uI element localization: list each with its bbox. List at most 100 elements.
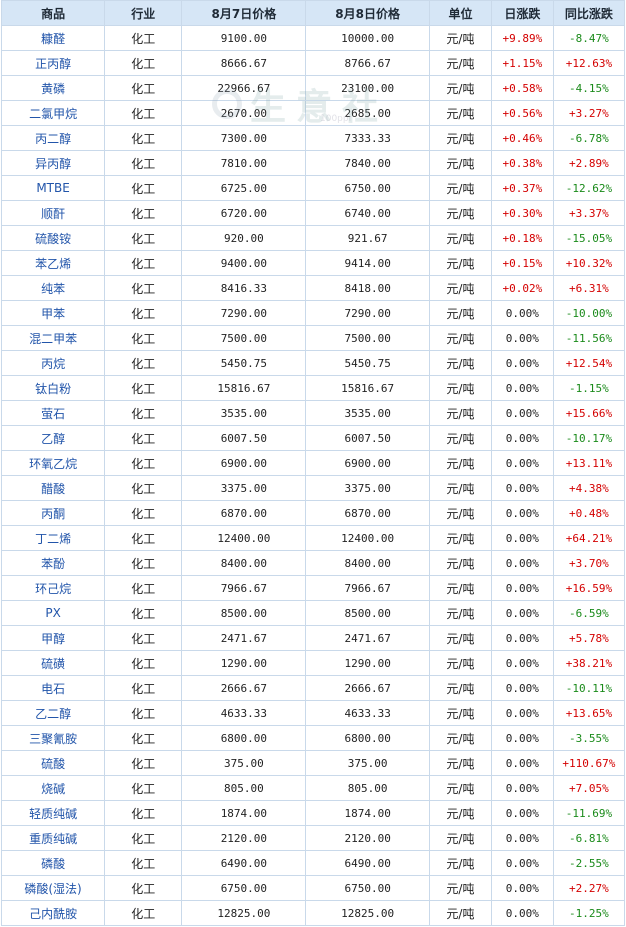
cell-price-aug7: 9400.00 (181, 250, 307, 276)
cell-yoy-change: -15.05% (552, 225, 626, 251)
cell-price-aug7: 7966.67 (181, 575, 307, 601)
table-row: 二氯甲烷 化工 2670.00 2685.00 元/吨 +0.56% +3.27% (0, 100, 626, 126)
cell-name[interactable]: 环己烷 (0, 575, 106, 601)
cell-unit: 元/吨 (429, 425, 492, 451)
cell-unit: 元/吨 (429, 475, 492, 501)
cell-name[interactable]: 正丙醇 (0, 50, 106, 76)
cell-daily-change: 0.00% (490, 850, 554, 876)
cell-price-aug7: 22966.67 (181, 75, 307, 101)
cell-price-aug8: 12825.00 (305, 900, 431, 926)
cell-name[interactable]: 醋酸 (0, 475, 106, 501)
table-row: 糠醛 化工 9100.00 10000.00 元/吨 +9.89% -8.47% (0, 25, 626, 51)
cell-unit: 元/吨 (429, 875, 492, 901)
cell-price-aug8: 12400.00 (305, 525, 431, 551)
cell-daily-change: 0.00% (490, 325, 554, 351)
cell-price-aug7: 2666.67 (181, 675, 307, 701)
cell-daily-change: +0.58% (490, 75, 554, 101)
cell-name[interactable]: 电石 (0, 675, 106, 701)
cell-unit: 元/吨 (429, 575, 492, 601)
cell-industry: 化工 (104, 400, 183, 426)
cell-name[interactable]: 磷酸(湿法) (0, 875, 106, 901)
cell-name[interactable]: MTBE (0, 175, 106, 201)
cell-name[interactable]: 苯酚 (0, 550, 106, 576)
cell-name[interactable]: 硫酸铵 (0, 225, 106, 251)
cell-unit: 元/吨 (429, 700, 492, 726)
cell-unit: 元/吨 (429, 400, 492, 426)
cell-daily-change: 0.00% (490, 650, 554, 676)
cell-price-aug7: 7500.00 (181, 325, 307, 351)
cell-industry: 化工 (104, 675, 183, 701)
cell-name[interactable]: 甲苯 (0, 300, 106, 326)
cell-name[interactable]: 硫磺 (0, 650, 106, 676)
cell-name[interactable]: 环氧乙烷 (0, 450, 106, 476)
table-row: 苯乙烯 化工 9400.00 9414.00 元/吨 +0.15% +10.32% (0, 250, 626, 276)
cell-yoy-change: -10.00% (552, 300, 626, 326)
cell-name[interactable]: 三聚氰胺 (0, 725, 106, 751)
cell-yoy-change: +3.27% (552, 100, 626, 126)
cell-unit: 元/吨 (429, 550, 492, 576)
cell-industry: 化工 (104, 75, 183, 101)
cell-industry: 化工 (104, 650, 183, 676)
cell-name[interactable]: 丙二醇 (0, 125, 106, 151)
cell-name[interactable]: 糠醛 (0, 25, 106, 51)
cell-unit: 元/吨 (429, 775, 492, 801)
cell-price-aug8: 8400.00 (305, 550, 431, 576)
cell-name[interactable]: 甲醇 (0, 625, 106, 651)
cell-yoy-change: +16.59% (552, 575, 626, 601)
cell-daily-change: 0.00% (490, 700, 554, 726)
cell-name[interactable]: 磷酸 (0, 850, 106, 876)
cell-name[interactable]: 顺酐 (0, 200, 106, 226)
cell-industry: 化工 (104, 750, 183, 776)
cell-yoy-change: +110.67% (552, 750, 626, 776)
cell-price-aug7: 6750.00 (181, 875, 307, 901)
table-row: 硫酸 化工 375.00 375.00 元/吨 0.00% +110.67% (0, 750, 626, 776)
table-row: 醋酸 化工 3375.00 3375.00 元/吨 0.00% +4.38% (0, 475, 626, 501)
cell-daily-change: +1.15% (490, 50, 554, 76)
cell-industry: 化工 (104, 725, 183, 751)
cell-price-aug7: 6870.00 (181, 500, 307, 526)
cell-unit: 元/吨 (429, 525, 492, 551)
cell-name[interactable]: 二氯甲烷 (0, 100, 106, 126)
cell-name[interactable]: 硫酸 (0, 750, 106, 776)
cell-yoy-change: +0.48% (552, 500, 626, 526)
cell-price-aug8: 1874.00 (305, 800, 431, 826)
cell-price-aug8: 7500.00 (305, 325, 431, 351)
cell-name[interactable]: 乙二醇 (0, 700, 106, 726)
cell-name[interactable]: 纯苯 (0, 275, 106, 301)
cell-industry: 化工 (104, 800, 183, 826)
cell-name[interactable]: 丙烷 (0, 350, 106, 376)
col-header-daily: 日涨跌 (490, 0, 554, 26)
cell-name[interactable]: 丁二烯 (0, 525, 106, 551)
cell-price-aug7: 7300.00 (181, 125, 307, 151)
cell-unit: 元/吨 (429, 450, 492, 476)
cell-daily-change: +0.15% (490, 250, 554, 276)
cell-name[interactable]: 乙醇 (0, 425, 106, 451)
cell-daily-change: 0.00% (490, 825, 554, 851)
cell-price-aug8: 9414.00 (305, 250, 431, 276)
cell-name[interactable]: 轻质纯碱 (0, 800, 106, 826)
cell-name[interactable]: 重质纯碱 (0, 825, 106, 851)
cell-name[interactable]: 丙酮 (0, 500, 106, 526)
cell-daily-change: 0.00% (490, 550, 554, 576)
cell-name[interactable]: 己内酰胺 (0, 900, 106, 926)
cell-name[interactable]: 混二甲苯 (0, 325, 106, 351)
cell-price-aug8: 10000.00 (305, 25, 431, 51)
cell-name[interactable]: 萤石 (0, 400, 106, 426)
cell-name[interactable]: 烧碱 (0, 775, 106, 801)
cell-name[interactable]: 钛白粉 (0, 375, 106, 401)
cell-name[interactable]: 黄磷 (0, 75, 106, 101)
cell-price-aug7: 1290.00 (181, 650, 307, 676)
table-row: 环氧乙烷 化工 6900.00 6900.00 元/吨 0.00% +13.11% (0, 450, 626, 476)
cell-price-aug8: 7333.33 (305, 125, 431, 151)
cell-yoy-change: -12.62% (552, 175, 626, 201)
cell-yoy-change: -6.81% (552, 825, 626, 851)
cell-name[interactable]: PX (0, 600, 106, 626)
cell-name[interactable]: 苯乙烯 (0, 250, 106, 276)
cell-unit: 元/吨 (429, 850, 492, 876)
cell-industry: 化工 (104, 625, 183, 651)
cell-price-aug7: 2471.67 (181, 625, 307, 651)
cell-daily-change: +0.02% (490, 275, 554, 301)
cell-daily-change: 0.00% (490, 425, 554, 451)
cell-name[interactable]: 异丙醇 (0, 150, 106, 176)
cell-yoy-change: -8.47% (552, 25, 626, 51)
